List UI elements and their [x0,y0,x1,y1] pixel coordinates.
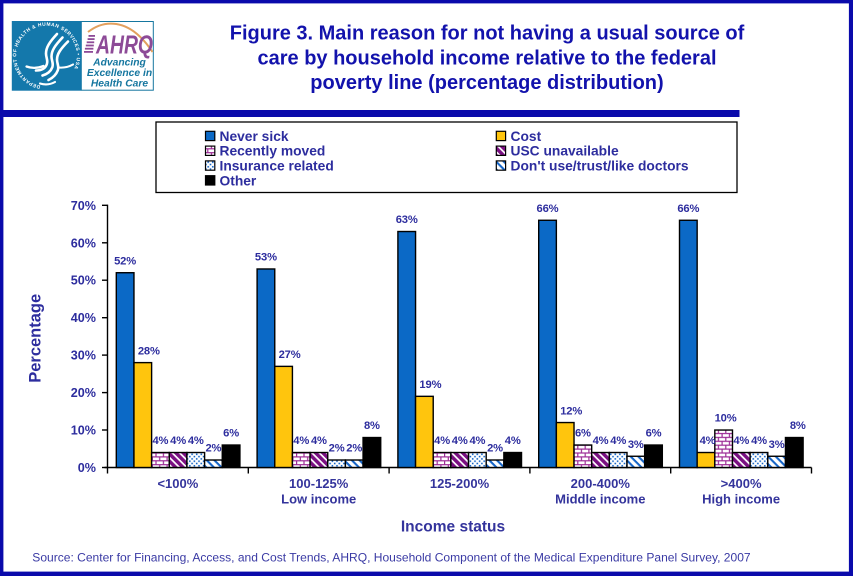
svg-text:3%: 3% [628,439,644,451]
svg-text:Income status: Income status [401,519,505,536]
svg-text:Source: Center for Financing,: Source: Center for Financing, Access, an… [32,551,751,565]
svg-text:Low income: Low income [281,492,356,507]
svg-text:Excellence in: Excellence in [87,68,152,79]
svg-text:4%: 4% [733,435,749,447]
svg-text:Insurance related: Insurance related [220,159,334,174]
svg-text:4%: 4% [170,435,186,447]
svg-text:60%: 60% [71,236,96,250]
svg-text:53%: 53% [255,252,277,264]
svg-text:4%: 4% [434,435,450,447]
svg-text:2%: 2% [346,443,362,455]
svg-text:8%: 8% [364,420,380,432]
svg-text:66%: 66% [537,203,559,215]
svg-text:Other: Other [220,173,257,188]
svg-text:100-125%: 100-125% [289,476,349,491]
svg-text:4%: 4% [469,435,485,447]
svg-text:2%: 2% [487,443,503,455]
svg-text:3%: 3% [769,439,785,451]
svg-text:6%: 6% [223,428,239,440]
svg-text:High income: High income [702,492,780,507]
svg-text:70%: 70% [71,199,96,213]
svg-text:63%: 63% [396,214,418,226]
svg-text:Never sick: Never sick [220,129,289,144]
svg-text:50%: 50% [71,274,96,288]
svg-text:6%: 6% [646,428,662,440]
svg-text:Advancing: Advancing [92,57,146,68]
svg-text:10%: 10% [71,424,96,438]
svg-text:USC unavailable: USC unavailable [511,144,619,159]
svg-text:4%: 4% [593,435,609,447]
svg-text:4%: 4% [311,435,327,447]
svg-text:4%: 4% [700,435,716,447]
svg-text:4%: 4% [610,435,626,447]
svg-text:poverty line (percentage distr: poverty line (percentage distribution) [310,72,663,94]
svg-text:Don't use/trust/like doctors: Don't use/trust/like doctors [511,159,689,174]
svg-text:40%: 40% [71,311,96,325]
svg-text:4%: 4% [293,435,309,447]
svg-text:<100%: <100% [157,476,198,491]
svg-text:125-200%: 125-200% [430,476,490,491]
svg-text:27%: 27% [279,349,301,361]
svg-text:Figure 3. Main reason for not: Figure 3. Main reason for not having a u… [230,23,745,45]
svg-text:AHRQ: AHRQ [95,30,153,60]
svg-text:Recently moved: Recently moved [220,144,326,159]
svg-text:8%: 8% [790,420,806,432]
svg-text:2%: 2% [205,443,221,455]
svg-text:19%: 19% [419,379,441,391]
svg-text:4%: 4% [751,435,767,447]
svg-text:4%: 4% [505,435,521,447]
svg-text:66%: 66% [677,203,699,215]
svg-text:4%: 4% [188,435,204,447]
svg-text:30%: 30% [71,349,96,363]
svg-text:12%: 12% [560,405,582,417]
svg-text:Health Care: Health Care [91,79,148,90]
svg-text:Cost: Cost [511,129,542,144]
svg-text:2%: 2% [329,443,345,455]
svg-text:0%: 0% [78,461,96,475]
svg-text:care by household income relat: care by household income relative to the… [257,47,716,69]
svg-text:28%: 28% [138,345,160,357]
svg-text:4%: 4% [152,435,168,447]
svg-text:52%: 52% [114,255,136,267]
svg-text:>400%: >400% [721,476,762,491]
svg-text:6%: 6% [575,428,591,440]
svg-text:Percentage: Percentage [27,294,45,383]
svg-text:4%: 4% [452,435,468,447]
svg-text:20%: 20% [71,386,96,400]
svg-text:200-400%: 200-400% [571,476,631,491]
svg-text:Middle income: Middle income [555,492,645,507]
svg-text:10%: 10% [715,413,737,425]
